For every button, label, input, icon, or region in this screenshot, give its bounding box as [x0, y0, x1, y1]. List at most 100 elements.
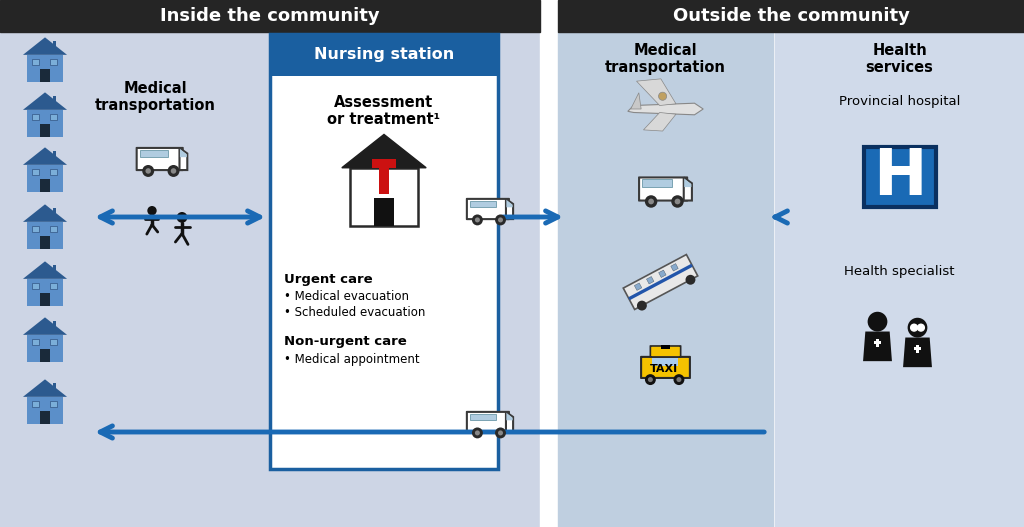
Bar — [33, 169, 39, 175]
Bar — [40, 179, 49, 192]
Bar — [270, 34, 498, 469]
Bar — [52, 151, 56, 161]
Text: Outside the community: Outside the community — [673, 7, 909, 25]
Bar — [40, 236, 49, 249]
Polygon shape — [643, 112, 676, 131]
Bar — [52, 96, 56, 106]
Bar — [662, 345, 670, 349]
Bar — [50, 339, 56, 346]
Polygon shape — [179, 148, 187, 170]
FancyBboxPatch shape — [639, 178, 687, 201]
Polygon shape — [23, 37, 67, 55]
Bar — [916, 345, 919, 353]
Bar — [52, 208, 56, 218]
Bar — [27, 110, 63, 137]
Bar — [27, 279, 63, 306]
Circle shape — [475, 431, 480, 435]
Circle shape — [498, 218, 503, 222]
Bar — [914, 347, 921, 350]
Bar — [50, 114, 56, 121]
Polygon shape — [863, 331, 892, 361]
Bar — [33, 339, 39, 346]
Text: Inside the community: Inside the community — [160, 7, 380, 25]
FancyBboxPatch shape — [136, 148, 182, 170]
Circle shape — [918, 324, 925, 331]
Circle shape — [685, 275, 695, 285]
Bar — [33, 401, 39, 407]
Bar — [40, 69, 49, 82]
Bar — [40, 411, 49, 424]
Text: Nursing station: Nursing station — [314, 47, 454, 63]
Bar — [540, 32, 558, 527]
FancyBboxPatch shape — [467, 199, 509, 219]
Bar — [642, 179, 672, 187]
Polygon shape — [658, 270, 666, 278]
Circle shape — [675, 199, 680, 204]
Text: Non-urgent care: Non-urgent care — [284, 336, 407, 348]
Circle shape — [645, 374, 655, 385]
Bar — [33, 282, 39, 289]
Bar — [0, 32, 540, 527]
Bar — [27, 165, 63, 192]
FancyBboxPatch shape — [467, 412, 509, 432]
Bar — [558, 32, 773, 527]
Bar — [379, 169, 389, 193]
Polygon shape — [684, 179, 691, 187]
Polygon shape — [23, 261, 67, 279]
Bar — [52, 383, 56, 393]
Bar — [40, 123, 49, 137]
Text: TAXI: TAXI — [650, 364, 678, 374]
Bar — [270, 34, 498, 76]
Bar — [50, 58, 56, 65]
FancyBboxPatch shape — [641, 357, 690, 378]
Circle shape — [176, 212, 187, 223]
Bar — [0, 0, 540, 32]
Circle shape — [658, 92, 667, 100]
Circle shape — [677, 377, 681, 382]
Bar — [470, 201, 496, 207]
Bar — [52, 41, 56, 51]
Polygon shape — [23, 317, 67, 335]
Bar — [27, 222, 63, 249]
Text: Urgent care: Urgent care — [284, 272, 373, 286]
Bar — [50, 282, 56, 289]
Bar — [874, 341, 881, 344]
Text: • Medical appointment: • Medical appointment — [284, 353, 420, 366]
Bar — [50, 401, 56, 407]
Bar — [50, 169, 56, 175]
Circle shape — [145, 168, 151, 174]
Circle shape — [498, 431, 503, 435]
Polygon shape — [506, 199, 513, 219]
Bar — [877, 339, 879, 347]
Circle shape — [472, 214, 483, 226]
Bar — [52, 321, 56, 331]
Bar — [33, 226, 39, 232]
Bar — [350, 168, 418, 226]
Polygon shape — [507, 413, 513, 421]
Bar — [470, 414, 496, 421]
Polygon shape — [634, 283, 642, 290]
Polygon shape — [507, 200, 513, 207]
Circle shape — [142, 165, 155, 177]
Text: • Scheduled evacuation: • Scheduled evacuation — [284, 307, 425, 319]
Bar — [558, 0, 1024, 32]
Polygon shape — [624, 255, 697, 309]
Circle shape — [674, 374, 684, 385]
Bar — [40, 348, 49, 362]
Circle shape — [648, 199, 654, 204]
Polygon shape — [506, 412, 513, 432]
Polygon shape — [646, 277, 654, 284]
Circle shape — [495, 214, 506, 226]
Polygon shape — [180, 149, 186, 157]
Polygon shape — [23, 92, 67, 110]
Text: Health
services: Health services — [865, 43, 934, 75]
Circle shape — [171, 168, 176, 174]
Circle shape — [672, 195, 684, 208]
Polygon shape — [628, 264, 693, 300]
Bar — [775, 32, 1024, 527]
Bar — [27, 55, 63, 82]
Polygon shape — [684, 178, 692, 200]
Text: Provincial hospital: Provincial hospital — [839, 95, 961, 109]
Circle shape — [907, 318, 928, 337]
Circle shape — [637, 300, 647, 310]
